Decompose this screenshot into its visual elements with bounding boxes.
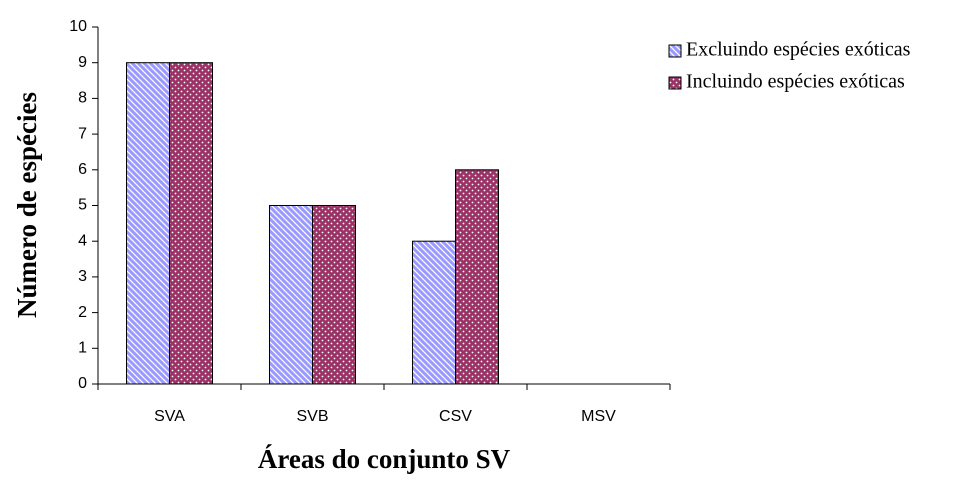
- bar: [269, 205, 313, 385]
- y-tick-label: 4: [78, 232, 87, 249]
- y-tick-label: 8: [78, 90, 87, 107]
- bar: [412, 240, 456, 385]
- y-tick-label: 3: [78, 268, 87, 285]
- y-tick-label: 10: [69, 18, 87, 35]
- legend-swatch: [668, 76, 682, 90]
- x-tick-label: CSV: [439, 408, 472, 425]
- y-tick-label: 1: [78, 340, 87, 357]
- y-tick-label: 9: [78, 54, 87, 71]
- bar: [312, 205, 356, 385]
- legend-label: Excluindo espécies exóticas: [686, 39, 911, 61]
- y-tick-label: 2: [78, 304, 87, 321]
- bar: [169, 62, 213, 385]
- y-axis-title: Número de espécies: [12, 92, 42, 318]
- x-tick-label: SVA: [154, 408, 185, 425]
- x-tick-label: SVB: [296, 408, 328, 425]
- y-tick-label: 6: [78, 161, 87, 178]
- x-axis-title: Áreas do conjunto SV: [258, 444, 511, 474]
- y-tick-label: 0: [78, 375, 87, 392]
- bar: [126, 62, 170, 385]
- bar: [455, 169, 499, 385]
- legend-label: Incluindo espécies exóticas: [686, 71, 905, 93]
- x-tick-label: MSV: [581, 408, 616, 425]
- y-tick-label: 7: [78, 125, 87, 142]
- legend-swatch: [668, 44, 682, 58]
- y-tick-label: 5: [78, 197, 87, 214]
